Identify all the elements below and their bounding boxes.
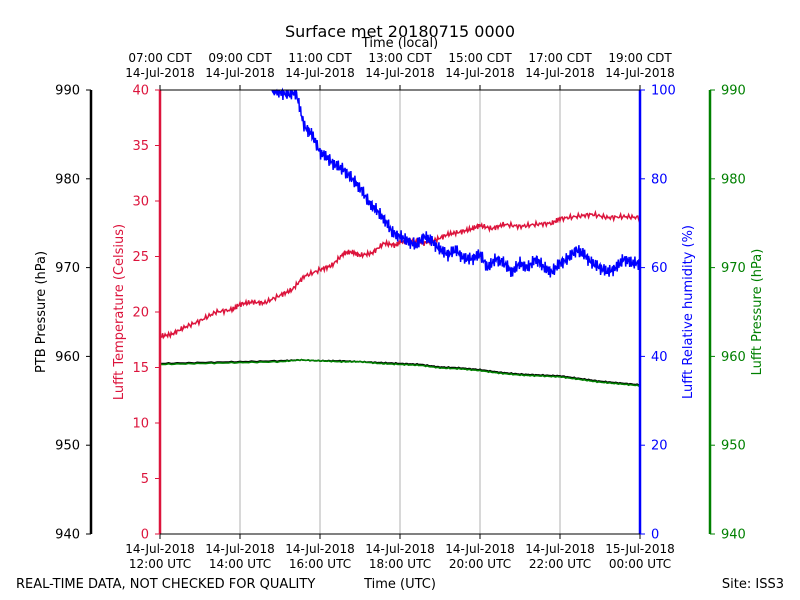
temperature-axis-tick-label: 35: [132, 139, 149, 154]
x-tick-label-utc-time: 14:00 UTC: [209, 557, 271, 571]
lufft-pressure-axis-tick-label: 990: [721, 84, 746, 99]
x-tick-label-utc-time: 12:00 UTC: [129, 557, 191, 571]
humidity-axis-tick-label: 60: [651, 261, 668, 276]
temperature-axis-tick-label: 0: [141, 528, 149, 543]
temperature-axis-tick-label: 15: [132, 361, 149, 376]
x-tick-label-utc-time: 22:00 UTC: [529, 557, 591, 571]
x-tick-label-local-date: 14-Jul-2018: [605, 66, 675, 80]
chart-title: Surface met 20180715 0000: [285, 22, 515, 41]
x-tick-label-utc-time: 18:00 UTC: [369, 557, 431, 571]
humidity-axis-tick-label: 100: [651, 84, 676, 99]
x-tick-label-utc-time: 16:00 UTC: [289, 557, 351, 571]
grid-lines: [239, 90, 561, 534]
x-tick-label-utc-date: 14-Jul-2018: [205, 542, 275, 556]
temperature-axis-tick-label: 25: [132, 250, 149, 265]
x-tick-label-local-time: 17:00 CDT: [528, 51, 592, 65]
lufft-pressure-axis-tick-label: 980: [721, 172, 746, 187]
quality-disclaimer: REAL-TIME DATA, NOT CHECKED FOR QUALITY: [16, 577, 315, 592]
x-tick-label-local-time: 15:00 CDT: [448, 51, 512, 65]
lufft-pressure-axis-tick-label: 940: [721, 528, 746, 543]
x-tick-label-local-date: 14-Jul-2018: [365, 66, 435, 80]
site-label: Site: ISS3: [722, 577, 784, 592]
x-tick-label-utc-date: 14-Jul-2018: [365, 542, 435, 556]
ptb-pressure-axis-tick-label: 950: [55, 439, 80, 454]
x-tick-label-utc-date: 14-Jul-2018: [285, 542, 355, 556]
x-tick-label-utc-date: 14-Jul-2018: [445, 542, 515, 556]
humidity-axis-tick-label: 0: [651, 528, 659, 543]
ptb-pressure-axis-tick-label: 990: [55, 84, 80, 99]
lufft-pressure-axis-tick-label: 950: [721, 439, 746, 454]
x-tick-label-local-date: 14-Jul-2018: [125, 66, 195, 80]
humidity-axis-tick-label: 80: [651, 172, 668, 187]
ptb-pressure-axis-tick-label: 970: [55, 261, 80, 276]
humidity-axis-tick-label: 20: [651, 439, 668, 454]
temperature-axis-tick-label: 30: [132, 195, 149, 210]
temperature-axis-tick-label: 5: [141, 472, 149, 487]
lufft-pressure-axis-tick-label: 970: [721, 261, 746, 276]
x-tick-label-utc-date: 14-Jul-2018: [125, 542, 195, 556]
series-line-lufft-temperature: [159, 209, 641, 340]
temperature-axis-title: Lufft Temperature (Celsius): [112, 224, 127, 400]
x-tick-label-utc-date: 14-Jul-2018: [525, 542, 595, 556]
humidity-axis-title: Lufft Relative humidity (%): [681, 225, 696, 399]
x-tick-label-local-date: 14-Jul-2018: [445, 66, 515, 80]
bottom-axis-label: Time (UTC): [363, 577, 436, 592]
x-tick-label-utc-time: 00:00 UTC: [609, 557, 671, 571]
ptb-pressure-axis-tick-label: 980: [55, 172, 80, 187]
x-tick-label-local-time: 09:00 CDT: [208, 51, 272, 65]
x-tick-label-local-date: 14-Jul-2018: [205, 66, 275, 80]
x-tick-label-utc-time: 20:00 UTC: [449, 557, 511, 571]
ptb-pressure-axis-title: PTB Pressure (hPa): [34, 251, 49, 373]
ptb-pressure-axis-tick-label: 940: [55, 528, 80, 543]
series-line-lufft-relative-humidity: [271, 87, 641, 278]
lufft-pressure-axis-tick-label: 960: [721, 350, 746, 365]
lufft-pressure-axis-title: Lufft Pressure (hPa): [750, 249, 765, 376]
x-tick-label-local-date: 14-Jul-2018: [525, 66, 595, 80]
x-tick-label-local-time: 07:00 CDT: [128, 51, 192, 65]
top-axis-label: Time (local): [361, 36, 438, 51]
x-tick-label-utc-date: 15-Jul-2018: [605, 542, 675, 556]
x-tick-label-local-time: 19:00 CDT: [608, 51, 672, 65]
series-line-lufft-pressure: [160, 358, 641, 387]
x-tick-label-local-date: 14-Jul-2018: [285, 66, 355, 80]
x-tick-label-local-time: 11:00 CDT: [288, 51, 352, 65]
data-series: [159, 87, 641, 387]
temperature-axis-tick-label: 40: [132, 84, 149, 99]
ptb-pressure-axis-tick-label: 960: [55, 350, 80, 365]
x-tick-label-local-time: 13:00 CDT: [368, 51, 432, 65]
temperature-axis-tick-label: 20: [132, 306, 149, 321]
temperature-axis-tick-label: 10: [132, 417, 149, 432]
humidity-axis-tick-label: 40: [651, 350, 668, 365]
